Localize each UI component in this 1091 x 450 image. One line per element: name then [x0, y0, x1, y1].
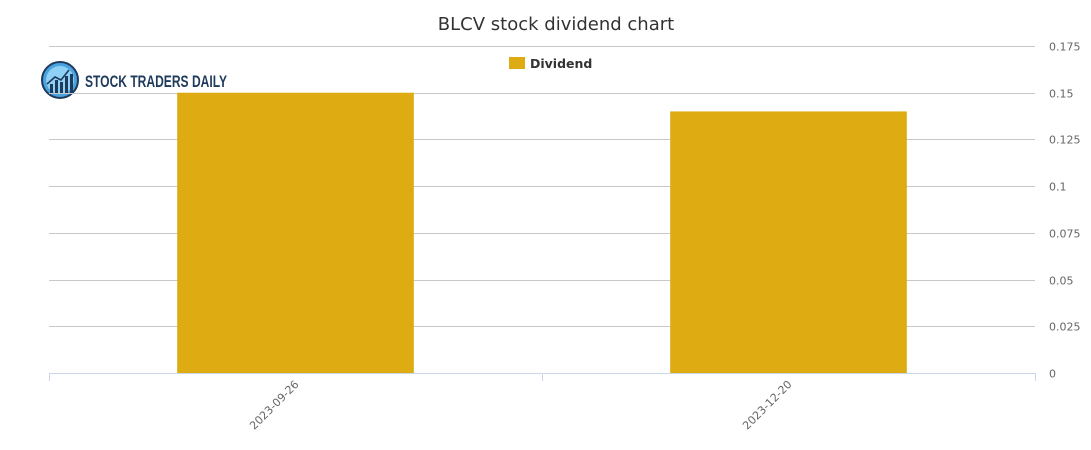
- logo-text: STOCK TRADERS DAILY: [85, 72, 227, 91]
- legend-label: Dividend: [530, 56, 592, 71]
- y-axis-ticks: 0 0.025 0.05 0.075 0.1 0.125 0.15 0.175: [1049, 41, 1081, 381]
- chart-title: BLCV stock dividend chart: [438, 14, 674, 35]
- x-category-label: 2023-09-26: [247, 378, 301, 432]
- bar-2023-09-26[interactable]: [177, 92, 414, 373]
- y-tick-label: 0.15: [1049, 88, 1074, 101]
- y-tick-label: 0.075: [1049, 228, 1081, 241]
- legend[interactable]: Dividend: [509, 56, 592, 71]
- legend-swatch: [509, 57, 525, 69]
- y-tick-label: 0.175: [1049, 41, 1081, 54]
- bar-2023-12-20[interactable]: [670, 111, 907, 374]
- bars: [177, 92, 907, 374]
- y-tick-label: 0.1: [1049, 181, 1067, 194]
- y-tick-label: 0.125: [1049, 134, 1081, 147]
- y-tick-label: 0: [1049, 368, 1056, 381]
- x-category-label: 2023-12-20: [740, 378, 794, 432]
- y-tick-label: 0.025: [1049, 321, 1081, 334]
- bar-chart-globe-icon: [41, 61, 79, 99]
- x-axis: 2023-09-26 2023-12-20: [49, 373, 1036, 432]
- logo: STOCK TRADERS DAILY: [41, 61, 227, 99]
- y-tick-label: 0.05: [1049, 275, 1074, 288]
